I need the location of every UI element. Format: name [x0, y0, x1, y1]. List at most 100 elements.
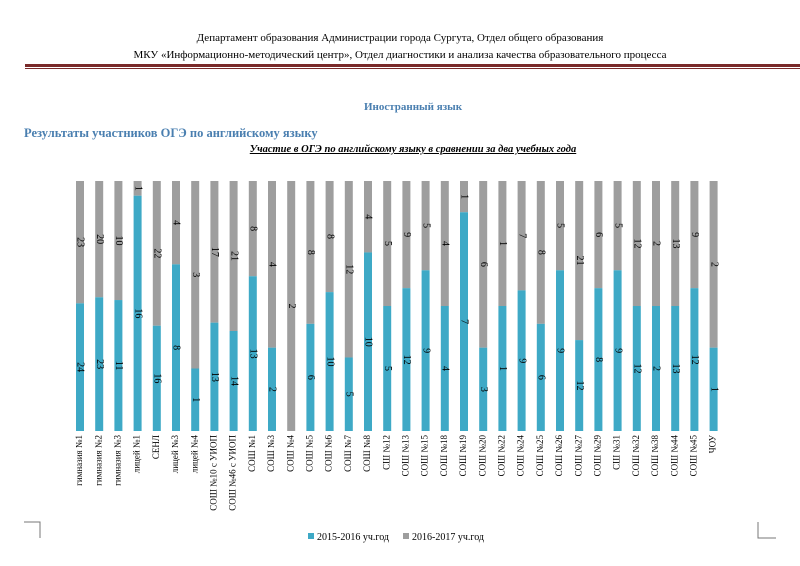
bar-2016-2017-2	[114, 181, 123, 301]
bar-2015-2016-19	[440, 306, 449, 431]
label-2015-2016-5: 8	[171, 345, 182, 350]
bar-2016-2017-3	[133, 181, 142, 196]
label-2016-2017-18: 5	[420, 223, 431, 228]
bar-2016-2017-15	[364, 181, 372, 253]
bar-2016-2017-25	[556, 181, 564, 271]
label-2016-2017-10: 4	[267, 262, 278, 267]
bar-2016-2017-9	[248, 181, 257, 277]
bar-2015-2016-16	[383, 306, 392, 431]
bar-2015-2016-26	[575, 340, 584, 431]
label-2015-2016-29: 12	[632, 364, 643, 374]
label-2016-2017-24: 8	[536, 250, 547, 255]
label-2016-2017-26: 21	[574, 256, 585, 266]
bar-2016-2017-19	[440, 181, 449, 306]
bar-2016-2017-4	[152, 181, 161, 326]
bar-2015-2016-5	[172, 264, 180, 431]
bar-2016-2017-13	[325, 181, 334, 293]
label-2015-2016-3: 16	[132, 308, 143, 318]
bar-2015-2016-29	[632, 306, 641, 431]
category-label-13: СОШ №6	[324, 435, 334, 472]
bar-2015-2016-0	[76, 303, 84, 431]
bar-2016-2017-18	[421, 181, 430, 271]
label-2016-2017-7: 17	[209, 247, 220, 257]
category-labels: гимназия №1 гимназия №2 гимназия №3 лицей №…	[74, 434, 718, 510]
category-label-2: гимназия №3	[112, 435, 122, 486]
bar-2015-2016-3	[133, 195, 142, 431]
header-rule	[25, 64, 800, 67]
label-2015-2016-14: 5	[344, 392, 355, 397]
label-2015-2016-9: 13	[248, 349, 259, 359]
category-label-0: гимназия №1	[74, 435, 84, 486]
label-2016-2017-1: 20	[94, 234, 105, 244]
label-2015-2016-27: 8	[593, 357, 604, 362]
bar-2016-2017-7	[210, 181, 219, 323]
legend-swatch-2016-2017	[403, 533, 409, 539]
label-2016-2017-33: 2	[708, 262, 719, 267]
category-label-11: СОШ №4	[285, 435, 295, 472]
bar-2016-2017-21	[479, 181, 488, 348]
label-2015-2016-24: 6	[536, 375, 547, 380]
bar-2016-2017-11	[287, 181, 296, 431]
category-label-4: СЕНЛ	[151, 435, 161, 459]
bar-2015-2016-6	[191, 368, 200, 431]
bar-2015-2016-18	[421, 270, 430, 431]
bar-2015-2016-2	[114, 300, 123, 431]
bar-2015-2016-8	[229, 331, 238, 431]
bar-2016-2017-23	[517, 181, 526, 291]
bar-2015-2016-17	[402, 288, 411, 431]
bar-2015-2016-20	[460, 212, 468, 431]
label-2015-2016-31: 13	[670, 364, 681, 374]
label-2016-2017-6: 3	[190, 272, 201, 277]
bar-2016-2017-32	[690, 181, 699, 289]
label-2016-2017-21: 6	[478, 262, 489, 267]
label-2015-2016-26: 12	[574, 381, 585, 391]
label-2015-2016-22: 1	[497, 366, 508, 371]
label-2016-2017-3: 1	[132, 186, 143, 191]
label-2015-2016-6: 1	[190, 397, 201, 402]
bar-2016-2017-27	[594, 181, 603, 289]
category-label-14: СОШ №7	[343, 435, 353, 472]
chart-title: Участие в ОГЭ по английскому языку в сра…	[249, 144, 577, 155]
legend-label-2016-2017: 2016-2017 уч.год	[412, 532, 484, 543]
bar-2015-2016-23	[517, 290, 526, 431]
category-label-29: СОШ №32	[631, 435, 641, 476]
label-2016-2017-11: 2	[286, 304, 297, 309]
label-2016-2017-9: 8	[248, 226, 259, 231]
category-label-19: СОШ №18	[439, 435, 449, 477]
bar-2015-2016-31	[671, 306, 680, 431]
label-2016-2017-13: 8	[324, 234, 335, 239]
category-label-16: СШ №12	[381, 435, 391, 470]
label-2015-2016-8: 14	[228, 376, 239, 386]
bar-2015-2016-27	[594, 288, 603, 431]
label-2016-2017-15: 4	[363, 214, 374, 219]
bar-2016-2017-33	[709, 181, 718, 348]
label-2016-2017-2: 10	[113, 236, 124, 246]
bar-2016-2017-6	[191, 181, 200, 369]
category-label-18: СОШ №15	[420, 435, 430, 477]
bar-2016-2017-14	[344, 181, 353, 358]
category-label-3: лицей №1	[132, 435, 142, 473]
label-2016-2017-4: 22	[152, 248, 163, 258]
label-2015-2016-20: 7	[459, 319, 470, 324]
label-2015-2016-1: 23	[94, 359, 105, 369]
bar-2016-2017-31	[671, 181, 680, 306]
label-2016-2017-0: 23	[75, 237, 86, 247]
bar-2015-2016-1	[95, 297, 104, 431]
header-department: Департамент образования Администрации го…	[196, 32, 604, 44]
label-2016-2017-20: 1	[459, 194, 470, 199]
label-2016-2017-23: 7	[516, 233, 527, 238]
subject-heading: Иностранный язык	[363, 101, 463, 113]
bar-2016-2017-1	[95, 181, 104, 298]
label-2016-2017-25: 5	[555, 223, 566, 228]
bar-2015-2016-28	[613, 270, 622, 431]
header-rule-thin	[25, 68, 800, 69]
label-2016-2017-30: 2	[651, 241, 662, 246]
bar-2016-2017-20	[460, 181, 468, 213]
label-2015-2016-32: 12	[689, 355, 700, 365]
label-2016-2017-8: 21	[228, 251, 239, 261]
label-2015-2016-2: 11	[113, 361, 124, 371]
label-2016-2017-29: 12	[632, 239, 643, 249]
label-2016-2017-17: 9	[401, 232, 412, 237]
page-corner-marks	[24, 521, 776, 539]
